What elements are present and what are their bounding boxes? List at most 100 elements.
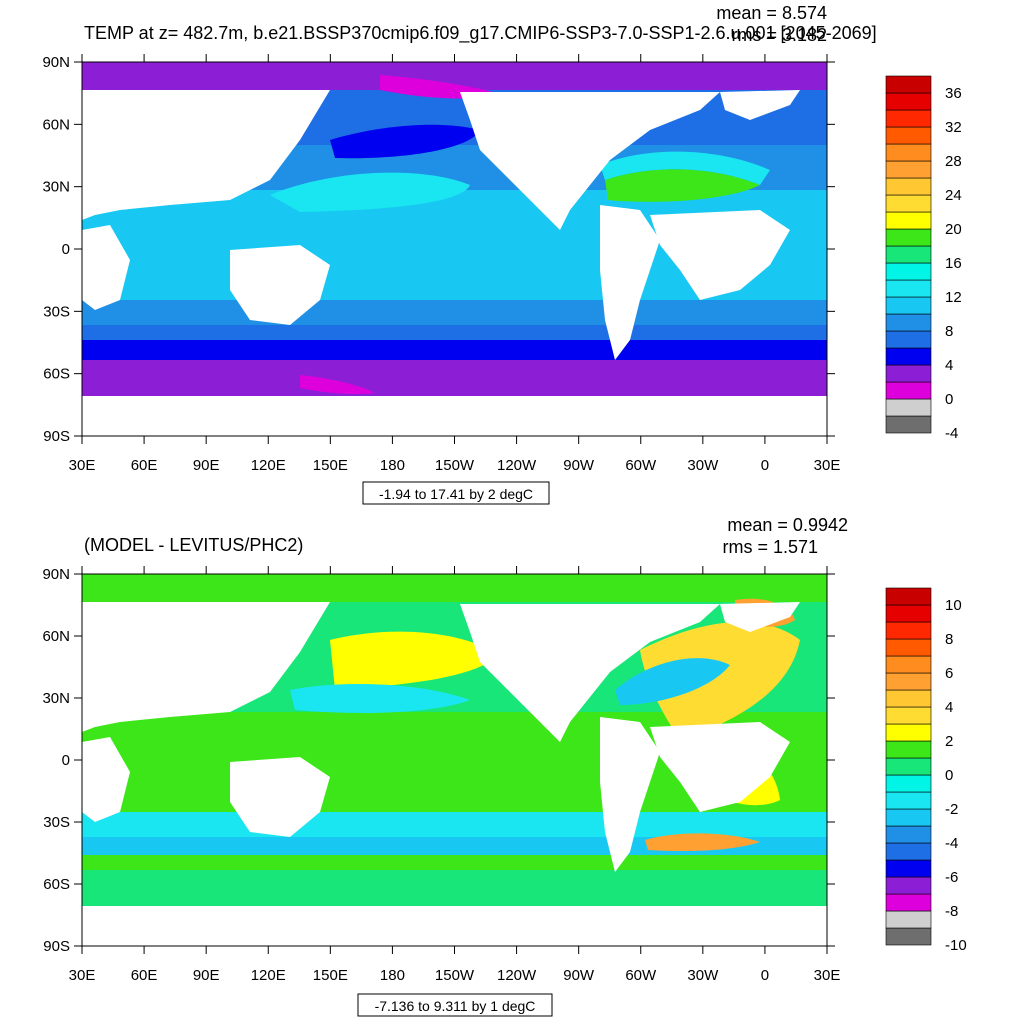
x-tick-label: 30W: [687, 967, 719, 984]
bottom-rms-label: rms = 1.571: [722, 537, 818, 557]
colorbar-box: [885, 296, 932, 315]
top-title: TEMP at z= 482.7m, b.e21.BSSP370cmip6.f0…: [84, 23, 877, 44]
colorbar-box: [885, 398, 932, 417]
colorbar-box: [885, 689, 932, 708]
colorbar-box: [885, 313, 932, 332]
colorbar-label: 36: [945, 85, 962, 102]
x-tick-label: 0: [761, 457, 769, 474]
antarctic-shelf: [82, 396, 827, 436]
colorbar-label: 32: [945, 119, 962, 136]
x-tick-label: 0: [761, 967, 769, 984]
southern-ocean-band: [82, 870, 827, 906]
x-tick-label: 120E: [251, 457, 286, 474]
bottom-colorbar: 10 8 6 4 2 0 -2 -4 -6 -8 -10: [885, 587, 967, 954]
x-tick-label: 120W: [497, 457, 537, 474]
colorbar-box: [885, 415, 932, 434]
atlantic-cool-zone: [600, 151, 770, 185]
colorbar-box: [885, 75, 932, 94]
colorbar-label: -8: [945, 903, 958, 920]
south-mid-band: [82, 855, 827, 870]
colorbar-box: [885, 808, 932, 827]
colorbar-box: [885, 791, 932, 810]
y-tick-label: 30N: [42, 179, 70, 196]
x-tick-label: 30E: [69, 457, 96, 474]
y-tick-label: 0: [62, 241, 70, 258]
x-tick-label: 120E: [251, 967, 286, 984]
colorbar-box: [885, 876, 932, 895]
colorbar-box: [885, 364, 932, 383]
y-tick-label: 90S: [43, 428, 70, 445]
colorbar-label: 6: [945, 665, 953, 682]
colorbar-label: 4: [945, 357, 953, 374]
bottom-x-axis: 30E 60E 90E 120E 150E 180 150W 120W 90W 60W 30W 0 30…: [69, 566, 841, 984]
colorbar-box: [885, 347, 932, 366]
colorbar-label: 4: [945, 699, 953, 716]
colorbar-box: [885, 160, 932, 179]
colorbar-box: [885, 910, 932, 929]
y-tick-label: 30N: [42, 690, 70, 707]
south-cool-band: [82, 837, 827, 855]
colorbar-box: [885, 842, 932, 861]
colorbar-label: 8: [945, 631, 953, 648]
arctic-band: [82, 574, 827, 602]
colorbar-box: [885, 92, 932, 111]
colorbar-label: 0: [945, 767, 953, 784]
top-map-field: [82, 62, 827, 436]
x-tick-label: 180: [380, 457, 405, 474]
colorbar-box: [885, 109, 932, 128]
circumpolar-band: [82, 340, 827, 360]
atlantic-warm-anomaly: [640, 621, 800, 740]
y-tick-label: 90S: [43, 938, 70, 955]
temperature-map-panel: TEMP at z= 482.7m, b.e21.BSSP370cmip6.f0…: [42, 3, 962, 505]
y-tick-label: 30S: [43, 814, 70, 831]
north-pacific-warm-tongue: [270, 172, 470, 212]
x-tick-label: 90W: [563, 967, 595, 984]
x-tick-label: 120W: [497, 967, 537, 984]
x-tick-label: 180: [380, 967, 405, 984]
colorbar-label: -4: [945, 835, 958, 852]
colorbar-box: [885, 740, 932, 759]
x-tick-label: 30E: [814, 967, 841, 984]
y-tick-label: 60N: [42, 628, 70, 645]
south-subpolar-band: [82, 325, 827, 340]
colorbar-box: [885, 774, 932, 793]
north-pacific-warm-anomaly: [330, 631, 500, 690]
bottom-mean-label: mean = 0.9942: [727, 515, 848, 535]
colorbar-box: [885, 757, 932, 776]
colorbar-box: [885, 126, 932, 145]
colorbar-box: [885, 279, 932, 298]
bottom-land: [82, 602, 800, 872]
colorbar-label: -6: [945, 869, 958, 886]
colorbar-box: [885, 194, 932, 213]
x-tick-label: 150W: [435, 967, 475, 984]
top-rms-label: rms = 3.182: [731, 25, 827, 45]
x-tick-label: 60W: [625, 967, 657, 984]
y-tick-label: 90N: [42, 566, 70, 583]
y-tick-label: 60N: [42, 116, 70, 133]
colorbar-box: [885, 672, 932, 691]
x-tick-label: 90E: [193, 457, 220, 474]
colorbar-label: 10: [945, 597, 962, 614]
y-tick-label: 60S: [43, 366, 70, 383]
antarctic-shelf: [82, 906, 827, 946]
colorbar-box: [885, 262, 932, 281]
atlantic-cold-core: [615, 658, 730, 705]
x-tick-label: 60E: [131, 967, 158, 984]
top-range-box: [362, 481, 550, 505]
north-pacific-cool-anomaly: [290, 684, 470, 713]
x-tick-label: 30W: [687, 457, 719, 474]
colorbar-label: 2: [945, 733, 953, 750]
colorbar-box: [885, 228, 932, 247]
top-colorbar: 36 32 28 24 20 16 12 8 4 0 -4: [885, 75, 962, 442]
y-tick-label: 30S: [43, 303, 70, 320]
top-mean-label: mean = 8.574: [716, 3, 827, 23]
south-atlantic-warm-streak: [645, 833, 760, 852]
x-tick-label: 150W: [435, 457, 475, 474]
south-subtropic-band: [82, 812, 827, 837]
colorbar-box: [885, 245, 932, 264]
colorbar-label: 28: [945, 153, 962, 170]
colorbar-box: [885, 859, 932, 878]
colorbar-box: [885, 211, 932, 230]
colorbar-label: 0: [945, 391, 953, 408]
